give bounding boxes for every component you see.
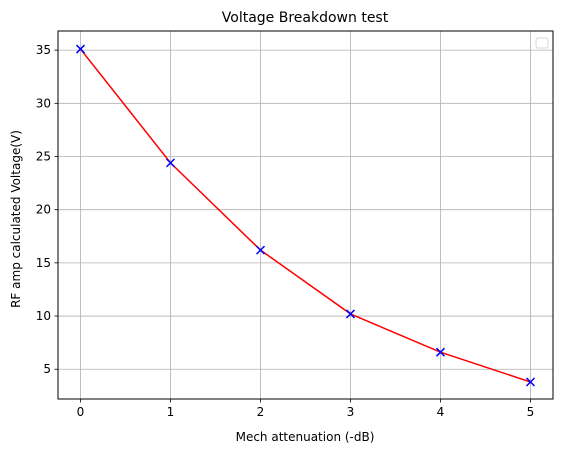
data-point-marker: [255, 245, 266, 255]
marker-stroke: [165, 158, 176, 168]
y-tick-label: 25: [36, 150, 51, 164]
data-point-marker: [345, 309, 356, 319]
y-tick-label: 35: [36, 43, 51, 57]
plot-area: [75, 44, 536, 387]
y-tick-label: 10: [36, 309, 51, 323]
series-line: [79, 48, 531, 383]
marker-stroke: [75, 44, 86, 54]
grid: [58, 31, 553, 399]
x-tick-label: 4: [437, 405, 445, 419]
y-axis-label: RF amp calculated Voltage(V): [9, 130, 23, 308]
marker-stroke: [255, 245, 266, 255]
data-point-marker: [525, 377, 536, 387]
axis-ticks: 0 1 2 3 4 5 5 10 15 20 25 30 35: [36, 43, 535, 419]
x-tick-label: 3: [347, 405, 355, 419]
x-tick-label: 2: [257, 405, 265, 419]
x-tick-label: 5: [527, 405, 535, 419]
y-tick-label: 5: [43, 362, 51, 376]
chart-title: Voltage Breakdown test: [222, 10, 389, 26]
x-tick-label: 1: [167, 405, 175, 419]
marker-stroke: [435, 347, 446, 357]
y-tick-label: 30: [36, 96, 51, 110]
y-tick-label: 20: [36, 203, 51, 217]
data-point-marker: [435, 347, 446, 357]
marker-stroke: [525, 377, 536, 387]
x-tick-label: 0: [77, 405, 85, 419]
legend-box: [535, 37, 549, 49]
marker-stroke: [345, 309, 356, 319]
y-tick-label: 15: [36, 256, 51, 270]
axes-frame: [57, 30, 554, 400]
data-point-marker: [165, 158, 176, 168]
x-axis-label: Mech attenuation (-dB): [236, 430, 375, 444]
data-point-marker: [75, 44, 86, 54]
